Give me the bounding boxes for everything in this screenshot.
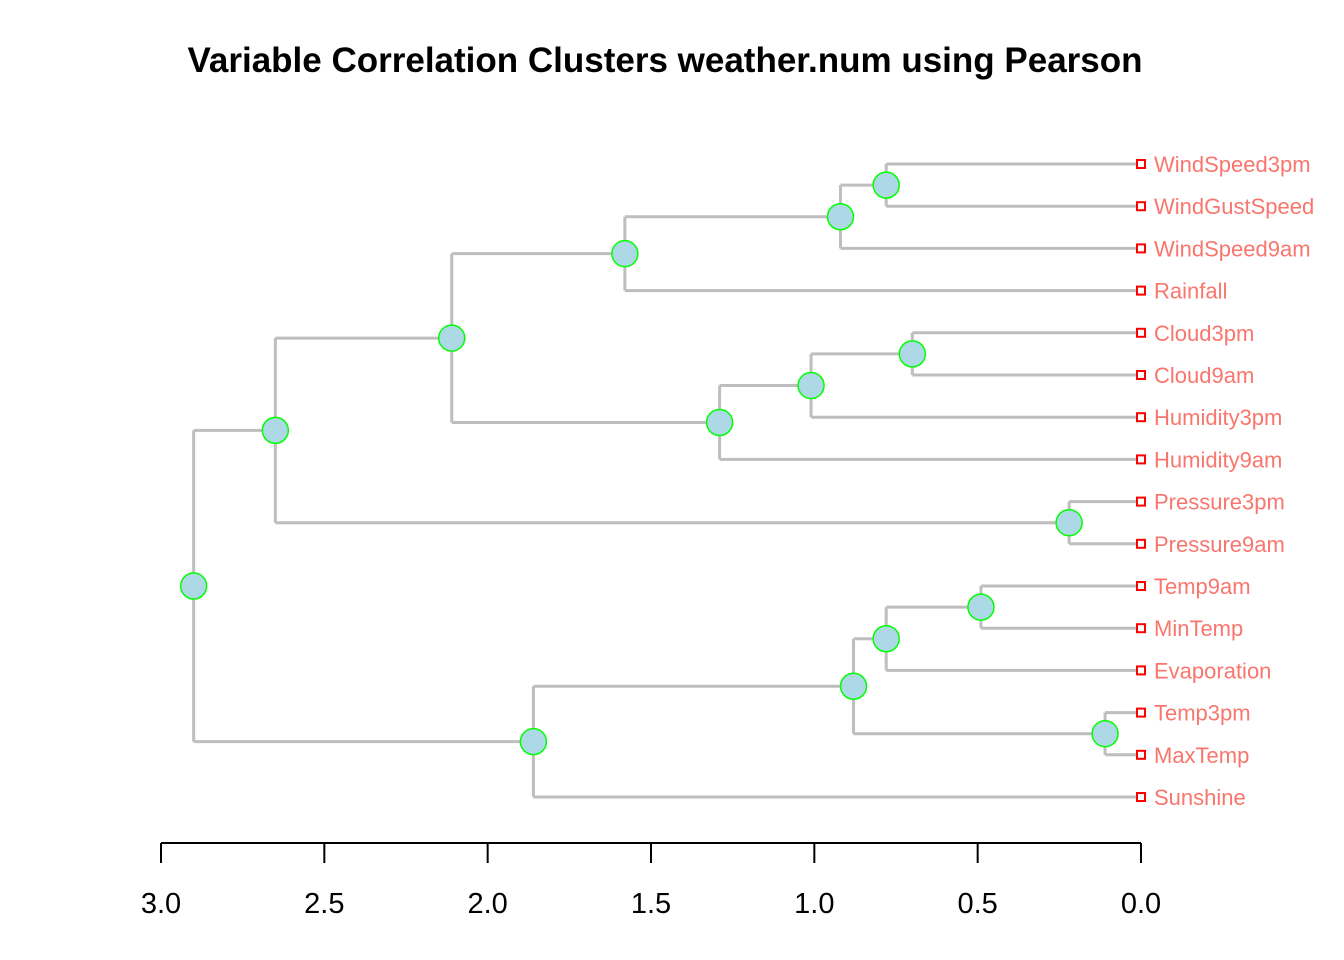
leaf-label: Cloud3pm xyxy=(1154,321,1254,346)
x-tick-label: 0.5 xyxy=(958,888,998,920)
leaf-marker xyxy=(1136,496,1146,507)
x-axis: 3.0 2.5 2.0 1.5 1.0 0.5 0.0 xyxy=(141,842,1161,920)
leaf-marker xyxy=(1136,749,1146,760)
merge-node xyxy=(611,239,639,268)
leaf-label: WindSpeed3pm xyxy=(1154,152,1311,177)
merge-node xyxy=(826,203,855,231)
leaf-marker xyxy=(1136,454,1146,465)
merge-node xyxy=(967,593,995,621)
leaf-label: Sunshine xyxy=(1154,785,1246,810)
merge-node xyxy=(519,727,548,756)
leaf-marker xyxy=(1136,412,1146,423)
merge-node xyxy=(898,340,927,368)
x-tick-label: 1.0 xyxy=(794,888,834,920)
x-tick-label: 2.5 xyxy=(304,888,344,920)
merge-node xyxy=(179,572,208,600)
merge-node xyxy=(261,416,290,445)
merge-node xyxy=(1055,508,1083,537)
merge-node xyxy=(872,625,900,653)
leaf-marker xyxy=(1136,201,1146,212)
leaf-marker xyxy=(1136,285,1146,296)
x-tick-label: 0.0 xyxy=(1121,888,1161,920)
chart-title: Variable Correlation Clusters weather.nu… xyxy=(187,41,1142,80)
leaf-label: Temp9am xyxy=(1154,574,1251,599)
merge-node xyxy=(1091,719,1119,748)
leaf-label: Evaporation xyxy=(1154,658,1271,683)
leaf-marker xyxy=(1136,159,1146,169)
leaf-marker xyxy=(1136,707,1146,718)
x-tick-label: 1.5 xyxy=(631,888,671,920)
leaf-marker xyxy=(1136,538,1146,549)
leaf-marker xyxy=(1136,792,1146,802)
merge-node xyxy=(705,408,734,437)
merge-node xyxy=(797,371,825,400)
x-tick-label: 3.0 xyxy=(141,888,181,920)
leaf-marker xyxy=(1136,581,1146,591)
leaf-label: Rainfall xyxy=(1154,279,1227,304)
merge-node xyxy=(839,672,868,700)
leaf-label: Humidity9am xyxy=(1154,447,1282,472)
leaf-marker xyxy=(1136,370,1146,380)
leaf-label: WindSpeed9am xyxy=(1154,236,1311,261)
leaf-marker xyxy=(1136,665,1146,676)
merge-node xyxy=(437,324,466,352)
leaf-label: MinTemp xyxy=(1154,616,1243,641)
leaf-label: Cloud9am xyxy=(1154,363,1254,388)
leaf-marker xyxy=(1136,243,1146,254)
leaf-label: Pressure3pm xyxy=(1154,490,1285,515)
merge-nodes xyxy=(179,171,1119,756)
leaf-label: Temp3pm xyxy=(1154,701,1251,726)
leaf-label: Pressure9am xyxy=(1154,532,1285,557)
x-tick-label: 2.0 xyxy=(468,888,508,920)
branches xyxy=(192,162,1141,799)
leaf-label: WindGustSpeed xyxy=(1154,194,1314,219)
leaf-marker xyxy=(1136,327,1146,338)
leaf-label: Humidity3pm xyxy=(1154,405,1282,430)
leaf-label: MaxTemp xyxy=(1154,743,1249,768)
leaf-marker xyxy=(1136,623,1146,634)
merge-node xyxy=(872,171,900,199)
leaf-labels: WindSpeed3pm WindGustSpeed WindSpeed9am Rai… xyxy=(1136,152,1314,810)
